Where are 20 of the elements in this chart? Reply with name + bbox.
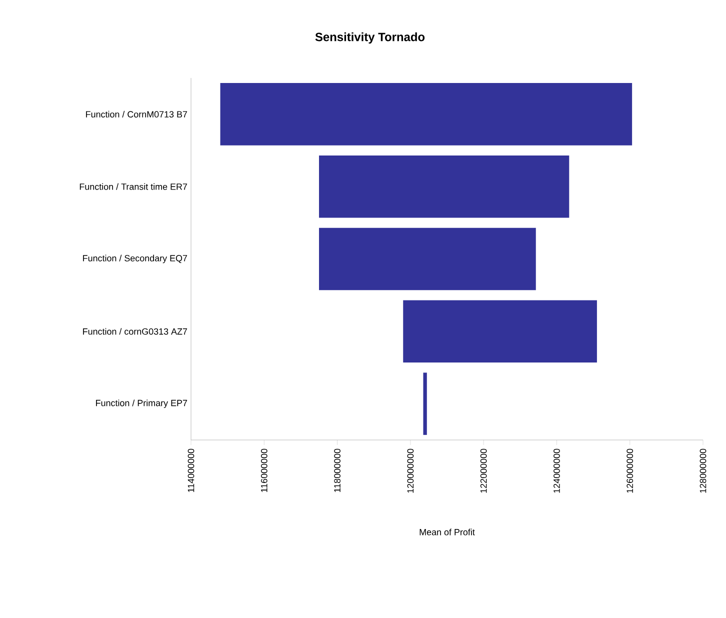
x-tick-label: 114000000 — [188, 448, 194, 492]
y-tick-label: Function / CornM0713 B7 — [86, 110, 188, 118]
x-tick-label: 120000000 — [407, 448, 414, 493]
x-tick-label: 126000000 — [626, 448, 634, 493]
bar — [403, 300, 597, 363]
x-tick-label: 128000000 — [700, 448, 706, 493]
x-tick-label: 122000000 — [480, 448, 487, 493]
y-tick-label: Function / Secondary EQ7 — [83, 254, 188, 264]
bar — [220, 83, 632, 146]
x-axis-title: Mean of Profit — [420, 528, 475, 536]
bar — [319, 228, 536, 290]
bar — [423, 372, 427, 435]
y-tick-label: Function / Transit time ER7 — [80, 183, 188, 190]
chart-title: Sensitivity Tornado — [315, 32, 425, 44]
x-tick-label: 116000000 — [260, 448, 268, 492]
x-tick-label: 118000000 — [334, 448, 340, 492]
y-tick-label: Function / cornG0313 AZ7 — [83, 328, 188, 335]
x-tick-label: 124000000 — [554, 448, 560, 493]
bar — [319, 155, 570, 218]
y-tick-label: Function / Primary EP7 — [96, 400, 188, 408]
